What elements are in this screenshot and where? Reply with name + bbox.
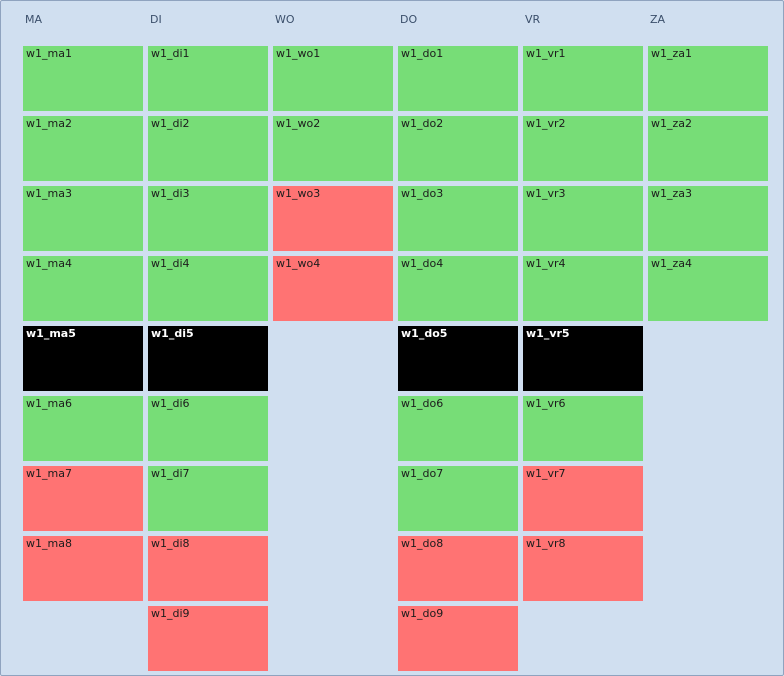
schedule-cell-w1-ma8[interactable]: w1_ma8 (23, 536, 143, 601)
schedule-cell-w1-vr5[interactable]: w1_vr5 (523, 326, 643, 391)
column-header-vr: VR (525, 13, 541, 26)
schedule-cell-w1-wo3[interactable]: w1_wo3 (273, 186, 393, 251)
schedule-cell-w1-ma1[interactable]: w1_ma1 (23, 46, 143, 111)
schedule-cell-w1-di1[interactable]: w1_di1 (148, 46, 268, 111)
schedule-cell-w1-vr6[interactable]: w1_vr6 (523, 396, 643, 461)
schedule-cell-w1-do1[interactable]: w1_do1 (398, 46, 518, 111)
schedule-cell-w1-vr7[interactable]: w1_vr7 (523, 466, 643, 531)
schedule-cell-w1-wo1[interactable]: w1_wo1 (273, 46, 393, 111)
schedule-cell-w1-vr2[interactable]: w1_vr2 (523, 116, 643, 181)
column-header-ma: MA (25, 13, 43, 26)
schedule-cell-w1-do4[interactable]: w1_do4 (398, 256, 518, 321)
schedule-cell-w1-ma3[interactable]: w1_ma3 (23, 186, 143, 251)
schedule-cell-w1-di7[interactable]: w1_di7 (148, 466, 268, 531)
schedule-cell-w1-wo4[interactable]: w1_wo4 (273, 256, 393, 321)
schedule-cell-w1-di5[interactable]: w1_di5 (148, 326, 268, 391)
schedule-cell-w1-ma2[interactable]: w1_ma2 (23, 116, 143, 181)
schedule-cell-w1-vr8[interactable]: w1_vr8 (523, 536, 643, 601)
column-header-do: DO (400, 13, 418, 26)
schedule-cell-w1-ma4[interactable]: w1_ma4 (23, 256, 143, 321)
schedule-cell-w1-do3[interactable]: w1_do3 (398, 186, 518, 251)
column-header-di: DI (150, 13, 162, 26)
schedule-cell-w1-za3[interactable]: w1_za3 (648, 186, 768, 251)
schedule-cell-w1-do9[interactable]: w1_do9 (398, 606, 518, 671)
schedule-cell-w1-di2[interactable]: w1_di2 (148, 116, 268, 181)
schedule-cell-w1-za1[interactable]: w1_za1 (648, 46, 768, 111)
schedule-cell-w1-do5[interactable]: w1_do5 (398, 326, 518, 391)
schedule-cell-w1-di3[interactable]: w1_di3 (148, 186, 268, 251)
schedule-cell-w1-ma6[interactable]: w1_ma6 (23, 396, 143, 461)
schedule-cell-w1-di4[interactable]: w1_di4 (148, 256, 268, 321)
column-header-za: ZA (650, 13, 666, 26)
schedule-cell-w1-do8[interactable]: w1_do8 (398, 536, 518, 601)
column-header-wo: WO (275, 13, 295, 26)
schedule-cell-w1-do7[interactable]: w1_do7 (398, 466, 518, 531)
schedule-cell-w1-za2[interactable]: w1_za2 (648, 116, 768, 181)
schedule-cell-w1-di8[interactable]: w1_di8 (148, 536, 268, 601)
schedule-cell-w1-wo2[interactable]: w1_wo2 (273, 116, 393, 181)
schedule-cell-w1-za4[interactable]: w1_za4 (648, 256, 768, 321)
schedule-cell-w1-di9[interactable]: w1_di9 (148, 606, 268, 671)
schedule-cell-w1-ma5[interactable]: w1_ma5 (23, 326, 143, 391)
schedule-cell-w1-vr4[interactable]: w1_vr4 (523, 256, 643, 321)
schedule-cell-w1-ma7[interactable]: w1_ma7 (23, 466, 143, 531)
schedule-cell-w1-vr3[interactable]: w1_vr3 (523, 186, 643, 251)
schedule-cell-w1-vr1[interactable]: w1_vr1 (523, 46, 643, 111)
schedule-cell-w1-do6[interactable]: w1_do6 (398, 396, 518, 461)
schedule-cell-w1-do2[interactable]: w1_do2 (398, 116, 518, 181)
schedule-cell-w1-di6[interactable]: w1_di6 (148, 396, 268, 461)
